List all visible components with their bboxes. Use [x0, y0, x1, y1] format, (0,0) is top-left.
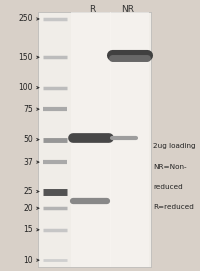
Text: 250: 250 [18, 14, 33, 24]
Bar [110, 12, 149, 267]
Text: reduced: reduced [153, 184, 183, 190]
Text: 100: 100 [18, 83, 33, 92]
Text: R=reduced: R=reduced [153, 204, 194, 210]
Text: NR=Non-: NR=Non- [153, 164, 187, 170]
Bar [38, 12, 151, 267]
Text: 10: 10 [23, 256, 33, 265]
Text: 50: 50 [23, 135, 33, 144]
Text: 75: 75 [23, 105, 33, 114]
Text: 20: 20 [23, 204, 33, 213]
Text: 15: 15 [23, 225, 33, 234]
Text: 150: 150 [18, 53, 33, 62]
Bar [71, 12, 111, 267]
Text: 25: 25 [23, 187, 33, 196]
Text: R: R [89, 5, 95, 14]
Text: 37: 37 [23, 158, 33, 167]
Text: 2ug loading: 2ug loading [153, 143, 196, 149]
Text: NR: NR [122, 5, 134, 14]
